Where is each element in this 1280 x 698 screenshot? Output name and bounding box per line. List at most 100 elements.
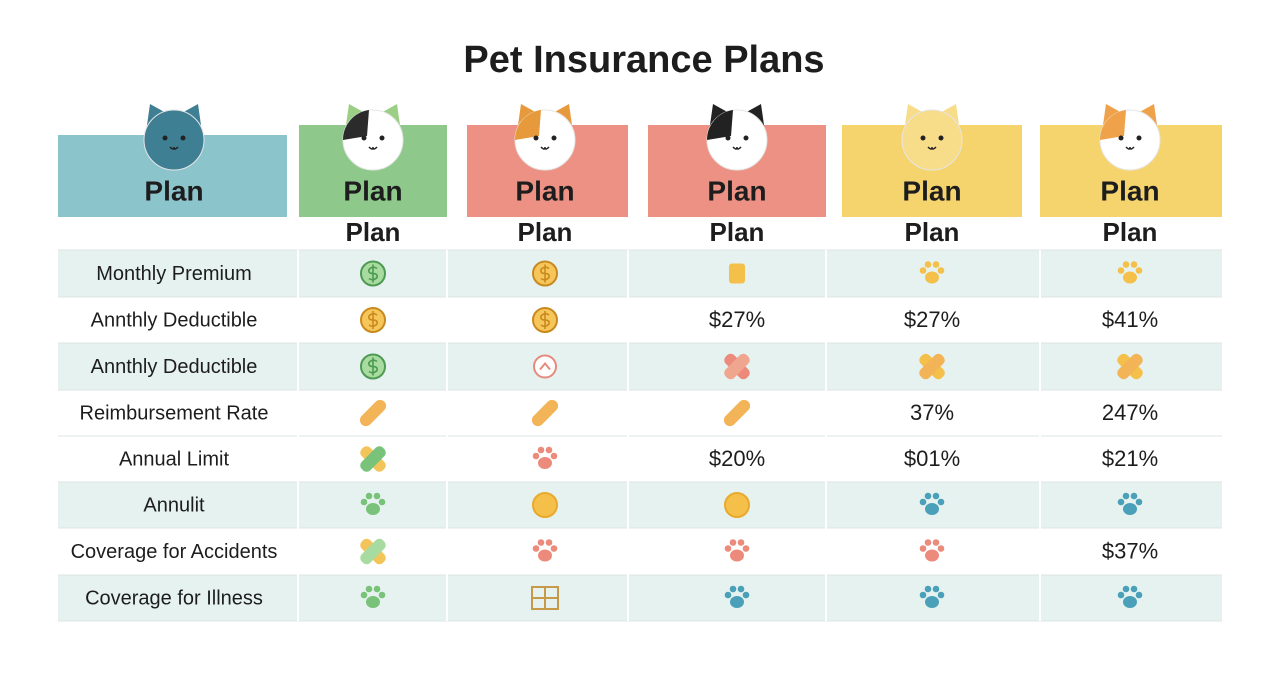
paw-toe: [932, 539, 940, 546]
cat-head: [143, 109, 205, 171]
row-label: Annulit: [143, 494, 205, 516]
paw-toe: [729, 585, 737, 593]
paw-toe: [1130, 261, 1138, 268]
cell-value: $21%: [1102, 446, 1158, 471]
cross-icon: [1117, 353, 1143, 380]
cell-value: $27%: [709, 307, 765, 332]
plan-name: Plan: [144, 175, 203, 206]
paw-icon: [538, 549, 552, 562]
paw-toe: [537, 446, 545, 454]
plan-subtitle: Plan: [518, 217, 573, 247]
cat-icon: [901, 104, 963, 171]
paw-toe: [365, 585, 373, 593]
paw-toe: [360, 498, 368, 506]
plan-subtitle: Plan: [905, 217, 960, 247]
plan-name: Plan: [515, 175, 574, 206]
cat-icon: [143, 104, 205, 171]
bandage-icon: [723, 399, 751, 427]
paw-icon: [925, 503, 939, 515]
cell-value: 37%: [910, 400, 954, 425]
row-background: [58, 575, 1222, 621]
row-background: [58, 482, 1222, 528]
dollar-glyph: [368, 311, 378, 329]
paw-icon: [730, 549, 744, 562]
cell-value: $27%: [904, 307, 960, 332]
row-label: Coverage for Accidents: [71, 541, 278, 563]
paw-toe: [932, 585, 940, 593]
bag-icon: [729, 263, 745, 284]
cell-value: $41%: [1102, 307, 1158, 332]
cat-icon: [342, 104, 404, 171]
paw-toe: [924, 492, 932, 500]
row-label: Monthly Premium: [96, 263, 252, 285]
paw-toe: [937, 267, 945, 274]
row-label: Annthly Deductible: [91, 309, 258, 331]
paw-toe: [937, 591, 945, 599]
paw-icon: [925, 596, 939, 608]
plan-name: Plan: [1100, 175, 1159, 206]
paw-toe: [373, 585, 381, 593]
paw-toe: [373, 492, 381, 500]
dollar-glyph: [368, 357, 378, 376]
paw-toe: [378, 591, 386, 599]
paw-toe: [545, 446, 553, 454]
paw-icon: [925, 271, 939, 284]
cross-icon: [724, 353, 750, 380]
cat-icon: [514, 104, 576, 171]
box-glyph: [532, 587, 558, 609]
paw-toe: [919, 267, 927, 274]
cat-patch: [1099, 110, 1126, 140]
paw-toe: [550, 545, 558, 552]
cat-patch: [342, 110, 369, 140]
paw-toe: [937, 498, 945, 506]
paw-toe: [937, 545, 945, 552]
cross-icon: [919, 353, 945, 380]
cat-eye: [725, 135, 731, 141]
paw-toe: [1117, 267, 1125, 274]
paw-toe: [378, 498, 386, 506]
plan-subtitle: Plan: [710, 217, 765, 247]
coin-icon: [532, 492, 558, 518]
cat-eye: [1118, 135, 1124, 141]
dollar-glyph: [540, 311, 550, 329]
row-background: [58, 528, 1222, 575]
coin-icon: [724, 492, 750, 518]
cross-icon: [360, 446, 386, 472]
paw-toe: [737, 539, 745, 546]
cell-value: $20%: [709, 446, 765, 471]
cat-eye: [361, 135, 367, 141]
paw-toe: [1117, 591, 1125, 599]
cell-value: $37%: [1102, 538, 1158, 563]
paw-toe: [924, 539, 932, 546]
paw-toe: [1122, 492, 1130, 500]
paw-toe: [924, 585, 932, 593]
plan-subtitle: Plan: [346, 217, 401, 247]
plan-subtitle: Plan: [1103, 217, 1158, 247]
cat-eye: [551, 135, 557, 141]
paw-icon: [366, 503, 380, 515]
paw-toe: [532, 452, 540, 460]
row-label: Annthly Deductible: [91, 356, 258, 378]
plan-name: Plan: [343, 175, 402, 206]
cat-eye: [533, 135, 539, 141]
paw-toe: [532, 545, 540, 552]
cat-eye: [1136, 135, 1142, 141]
clock-icon: [533, 354, 557, 379]
cat-mouth: [540, 146, 550, 150]
paw-icon: [1123, 596, 1137, 608]
paw-toe: [1135, 267, 1143, 274]
cat-icon: [1099, 104, 1161, 171]
cat-mouth: [927, 146, 937, 150]
paw-toe: [1135, 591, 1143, 599]
paw-toe: [924, 261, 932, 268]
row-background: [58, 297, 1222, 343]
paw-icon: [1123, 503, 1137, 515]
paw-toe: [724, 545, 732, 552]
cell-value: $01%: [904, 446, 960, 471]
row-background: [58, 390, 1222, 436]
paw-toe: [932, 492, 940, 500]
paw-icon: [730, 596, 744, 608]
paw-toe: [742, 591, 750, 599]
plan-name: Plan: [902, 175, 961, 206]
